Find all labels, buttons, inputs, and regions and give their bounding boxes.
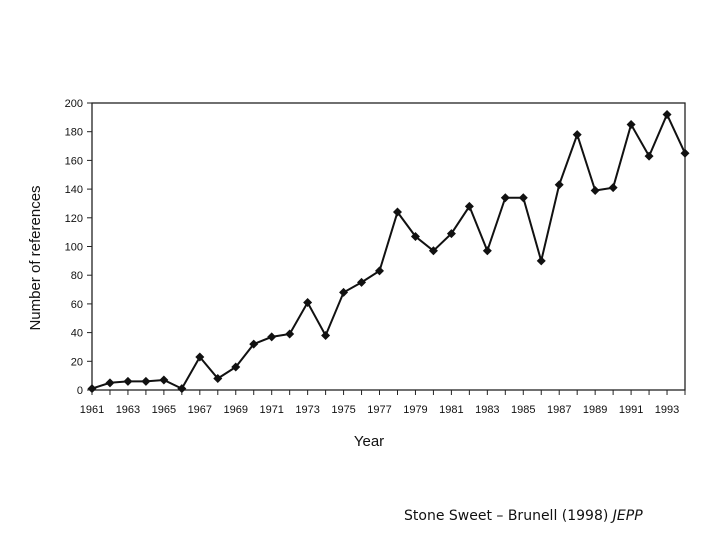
data-point-marker — [195, 352, 205, 362]
data-point-marker — [644, 151, 654, 161]
x-tick-label: 1991 — [619, 404, 643, 416]
x-tick-label: 1975 — [331, 404, 355, 416]
x-tick-label: 1989 — [583, 404, 607, 416]
x-axis: 1961 1963 1965 1967 1969 1971 1973 1975 1977 1979… — [80, 390, 686, 416]
y-tick-label: 160 — [65, 155, 83, 167]
x-tick-label: 1961 — [80, 404, 104, 416]
data-point-marker — [446, 229, 456, 239]
data-point-marker — [339, 287, 349, 297]
series-markers — [87, 109, 690, 394]
data-point-marker — [464, 201, 474, 211]
x-tick-label: 1967 — [188, 404, 212, 416]
x-axis-title: Year — [354, 433, 384, 450]
caption-text: Stone Sweet – Brunell (1998) — [404, 508, 613, 524]
data-point-marker — [626, 120, 636, 130]
caption-journal: JEPP — [612, 508, 643, 524]
data-point-marker — [159, 375, 169, 385]
data-point-marker — [428, 246, 438, 256]
y-tick-label: 180 — [65, 127, 83, 139]
x-tick-label: 1965 — [152, 404, 176, 416]
data-point-marker — [662, 109, 672, 119]
x-tick-label: 1981 — [439, 404, 463, 416]
data-point-marker — [410, 231, 420, 241]
data-point-marker — [303, 297, 313, 307]
data-point-marker — [231, 362, 241, 372]
x-tick-label: 1987 — [547, 404, 571, 416]
data-point-marker — [554, 180, 564, 190]
y-axis: 0 20 40 60 80 100 120 140 160 180 200 — [65, 98, 92, 397]
data-point-marker — [590, 186, 600, 196]
y-tick-label: 60 — [71, 299, 83, 311]
series-line — [91, 112, 686, 390]
data-point-marker — [518, 193, 528, 203]
x-tick-label: 1969 — [224, 404, 248, 416]
y-tick-label: 120 — [65, 213, 83, 225]
data-point-marker — [267, 332, 277, 342]
source-caption: Stone Sweet – Brunell (1998) JEPP — [404, 508, 643, 524]
data-point-marker — [105, 378, 115, 388]
x-tick-label: 1985 — [511, 404, 535, 416]
x-tick-label: 1993 — [655, 404, 679, 416]
data-point-marker — [482, 246, 492, 256]
y-axis-title: Number of references — [27, 185, 44, 330]
x-tick-label: 1979 — [403, 404, 427, 416]
data-point-marker — [87, 384, 97, 394]
data-point-marker — [357, 277, 367, 287]
y-tick-label: 20 — [71, 356, 83, 368]
x-tick-label: 1973 — [295, 404, 319, 416]
data-point-marker — [680, 148, 690, 158]
data-point-marker — [500, 193, 510, 203]
data-point-marker — [249, 339, 259, 349]
x-tick-label: 1977 — [367, 404, 391, 416]
data-point-marker — [536, 256, 546, 266]
x-tick-label: 1971 — [259, 404, 283, 416]
y-tick-label: 200 — [65, 98, 83, 110]
y-tick-label: 80 — [71, 270, 83, 282]
data-point-marker — [141, 376, 151, 386]
data-point-marker — [608, 183, 618, 193]
data-point-marker — [392, 207, 402, 217]
y-tick-label: 140 — [65, 184, 83, 196]
y-tick-label: 100 — [65, 242, 83, 254]
data-point-marker — [213, 374, 223, 384]
data-point-marker — [285, 329, 295, 339]
data-point-marker — [321, 330, 331, 340]
data-point-marker — [375, 266, 385, 276]
data-point-marker — [123, 376, 133, 386]
y-tick-label: 40 — [71, 328, 83, 340]
x-tick-label: 1963 — [116, 404, 140, 416]
x-tick-label: 1983 — [475, 404, 499, 416]
data-point-marker — [177, 384, 187, 394]
data-point-marker — [572, 130, 582, 140]
y-tick-label: 0 — [77, 385, 83, 397]
plot-frame — [91, 102, 686, 391]
